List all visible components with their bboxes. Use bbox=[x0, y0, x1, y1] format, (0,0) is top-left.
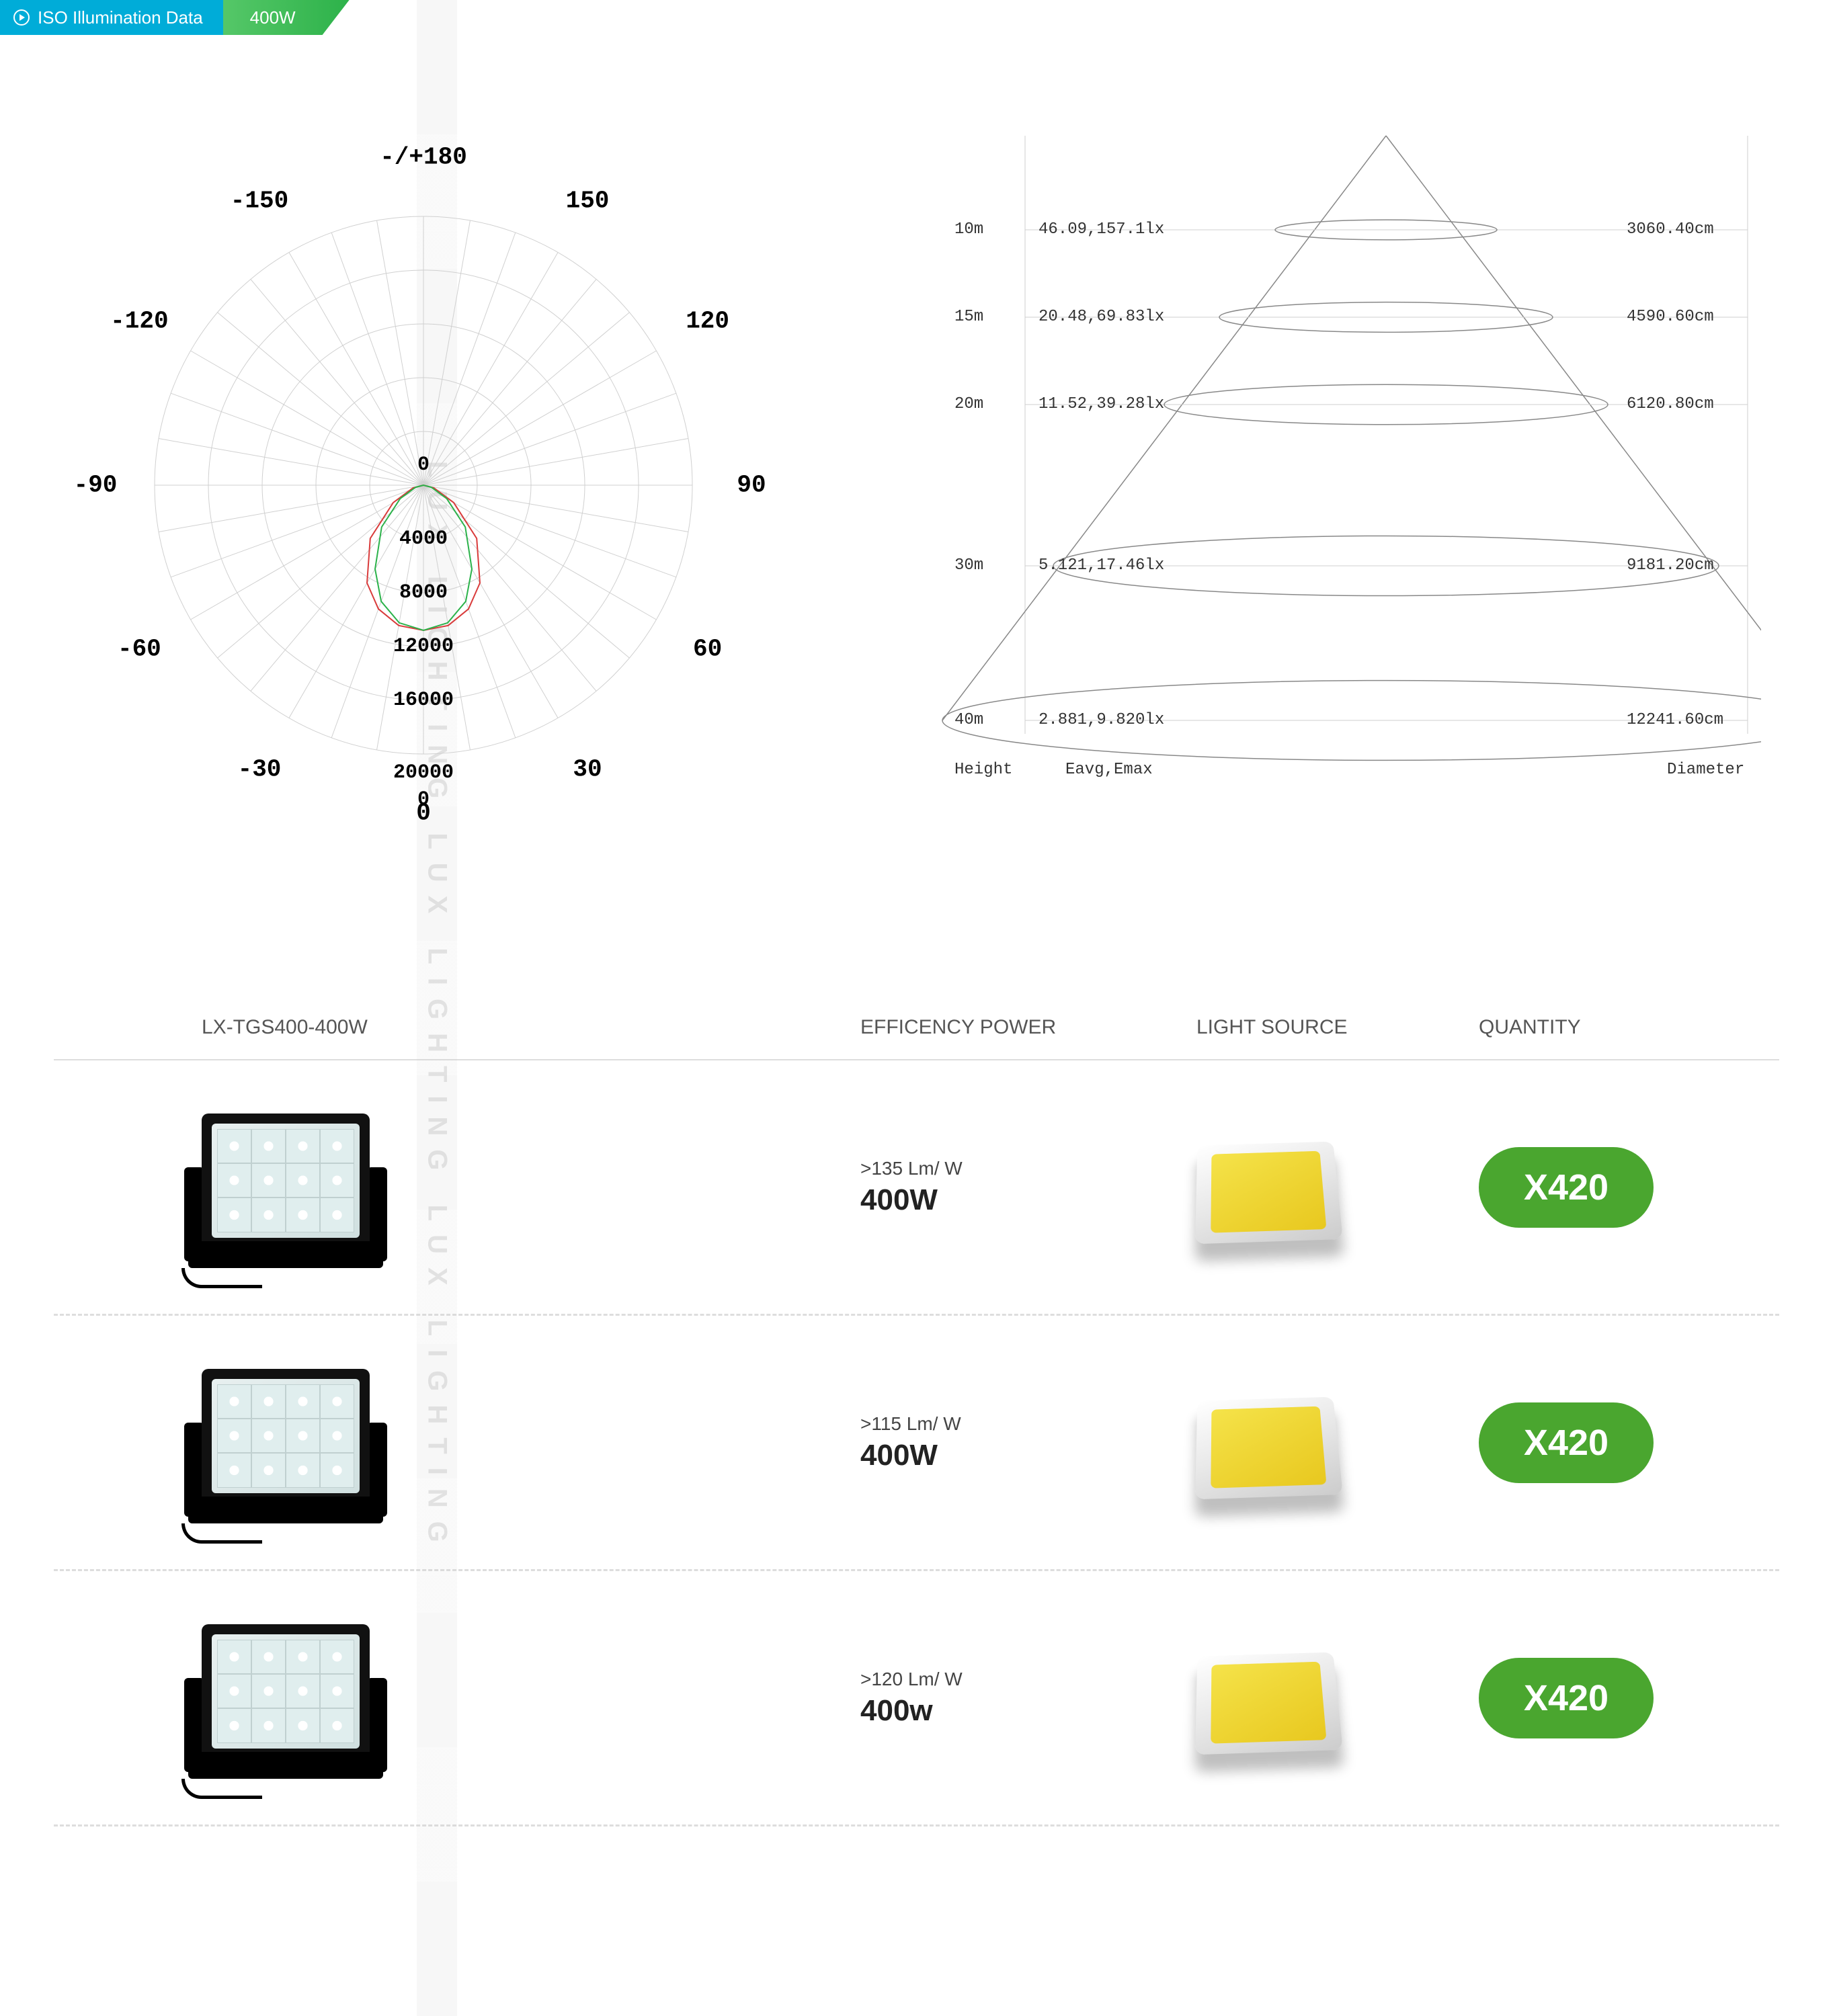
polar-radial-label: 20000 bbox=[393, 761, 454, 784]
product-row: >135 Lm/ W 400W X420 bbox=[54, 1060, 1779, 1316]
product-image-cell bbox=[54, 1355, 860, 1530]
led-chip-icon bbox=[1195, 1136, 1343, 1244]
polar-radial-label: 12000 bbox=[393, 635, 454, 658]
product-table: LX-TGS400-400W EFFICENCY POWER LIGHT SOU… bbox=[0, 1003, 1833, 1826]
cone-axis-diameter: Diameter bbox=[1667, 761, 1744, 779]
col-model: LX-TGS400-400W bbox=[54, 1016, 860, 1039]
cone-diameter-label: 6120.80cm bbox=[1627, 395, 1714, 413]
polar-angle-label: -30 bbox=[238, 755, 282, 783]
floodlight-icon bbox=[188, 1100, 383, 1275]
cone-lux-label: 46.09,157.1lx bbox=[1038, 220, 1164, 239]
quantity-cell: X420 bbox=[1479, 1658, 1748, 1738]
cone-diameter-label: 12241.60cm bbox=[1627, 711, 1723, 729]
power-value: 400W bbox=[860, 1183, 1196, 1217]
quantity-badge: X420 bbox=[1479, 1402, 1654, 1483]
power-value: 400w bbox=[860, 1694, 1196, 1728]
col-quantity: QUANTITY bbox=[1479, 1016, 1748, 1039]
quantity-cell: X420 bbox=[1479, 1402, 1748, 1483]
header-title-block: ISO Illumination Data bbox=[0, 0, 223, 35]
efficiency-value: >135 Lm/ W bbox=[860, 1158, 1196, 1179]
floodlight-icon bbox=[188, 1611, 383, 1786]
efficiency-cell: >115 Lm/ W 400W bbox=[860, 1413, 1196, 1472]
product-image-cell bbox=[54, 1100, 860, 1275]
polar-radial-label: 8000 bbox=[399, 581, 448, 604]
efficiency-cell: >120 Lm/ W 400w bbox=[860, 1669, 1196, 1728]
polar-angle-label: 60 bbox=[693, 636, 722, 663]
quantity-cell: X420 bbox=[1479, 1147, 1748, 1228]
efficiency-value: >115 Lm/ W bbox=[860, 1413, 1196, 1435]
cone-axis-lux: Eavg,Emax bbox=[1065, 761, 1153, 779]
polar-angle-label: -60 bbox=[118, 636, 161, 663]
header-wattage: 400W bbox=[250, 7, 296, 28]
polar-angle-label: -120 bbox=[110, 308, 168, 335]
efficiency-value: >120 Lm/ W bbox=[860, 1669, 1196, 1690]
light-source-cell bbox=[1196, 1130, 1479, 1245]
cone-height-label: 15m bbox=[954, 308, 983, 326]
table-header-row: LX-TGS400-400W EFFICENCY POWER LIGHT SOU… bbox=[54, 1003, 1779, 1060]
cone-axis-height: Height bbox=[954, 761, 1012, 779]
polar-radial-label: 0 bbox=[417, 454, 430, 476]
polar-radial-label: 4000 bbox=[399, 528, 448, 550]
polar-angle-label: -150 bbox=[231, 187, 288, 215]
light-source-cell bbox=[1196, 1386, 1479, 1500]
led-chip-icon bbox=[1195, 1391, 1343, 1499]
polar-chart: -/+180 150 120 90 60 30 0 -30 -60 -90 -120 -150 0 400… bbox=[54, 116, 793, 855]
quantity-badge: X420 bbox=[1479, 1147, 1654, 1228]
cone-height-label: 10m bbox=[954, 220, 983, 239]
polar-chart-svg bbox=[54, 116, 793, 855]
cone-lux-label: 2.881,9.820lx bbox=[1038, 711, 1164, 729]
power-value: 400W bbox=[860, 1439, 1196, 1472]
led-chip-icon bbox=[1195, 1646, 1343, 1755]
cone-lux-label: 11.52,39.28lx bbox=[1038, 395, 1164, 413]
cone-lux-label: 20.48,69.83lx bbox=[1038, 308, 1164, 326]
polar-radial-label: 16000 bbox=[393, 689, 454, 712]
product-row: >115 Lm/ W 400W X420 bbox=[54, 1316, 1779, 1571]
efficiency-cell: >135 Lm/ W 400W bbox=[860, 1158, 1196, 1217]
polar-angle-label: 90 bbox=[737, 472, 766, 499]
cone-height-label: 20m bbox=[954, 395, 983, 413]
cone-lux-label: 5.121,17.46lx bbox=[1038, 556, 1164, 575]
cone-diameter-label: 9181.20cm bbox=[1627, 556, 1714, 575]
product-row: >120 Lm/ W 400w X420 bbox=[54, 1571, 1779, 1826]
product-image-cell bbox=[54, 1611, 860, 1786]
light-source-cell bbox=[1196, 1641, 1479, 1755]
polar-radial-label: 0 bbox=[417, 788, 430, 811]
col-light-source: LIGHT SOURCE bbox=[1196, 1016, 1479, 1039]
floodlight-icon bbox=[188, 1355, 383, 1530]
polar-angle-label: 120 bbox=[686, 308, 729, 335]
col-efficiency: EFFICENCY POWER bbox=[860, 1016, 1196, 1039]
cone-chart: 10m46.09,157.1lx3060.40cm15m20.48,69.83l… bbox=[928, 116, 1667, 821]
section-header: ISO Illumination Data 400W bbox=[0, 0, 1833, 35]
cone-diameter-label: 4590.60cm bbox=[1627, 308, 1714, 326]
cone-diameter-label: 3060.40cm bbox=[1627, 220, 1714, 239]
quantity-badge: X420 bbox=[1479, 1658, 1654, 1738]
chevron-right-icon bbox=[13, 9, 30, 26]
polar-angle-label: 30 bbox=[573, 755, 602, 783]
polar-angle-label: -90 bbox=[74, 472, 118, 499]
cone-chart-svg bbox=[928, 116, 1761, 774]
cone-height-label: 40m bbox=[954, 711, 983, 729]
header-title: ISO Illumination Data bbox=[38, 7, 203, 28]
polar-angle-label: 150 bbox=[566, 187, 610, 215]
cone-height-label: 30m bbox=[954, 556, 983, 575]
polar-angle-label: -/+180 bbox=[380, 144, 467, 171]
